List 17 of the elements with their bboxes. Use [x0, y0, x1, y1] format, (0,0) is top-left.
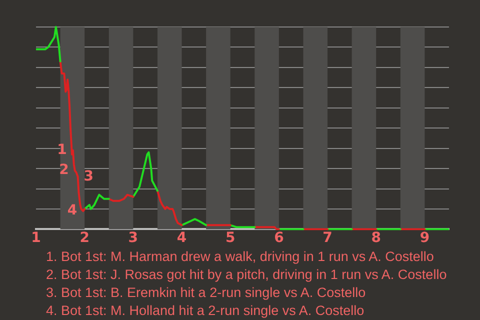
annotation: 2	[59, 162, 69, 178]
x-tick-label: 6	[274, 230, 284, 246]
x-tick-label: 3	[128, 230, 138, 246]
text: 3. Bot 1st: B. Eremkin hit a 2-run single vs A. Costello	[46, 284, 367, 302]
x-tick-label: 7	[322, 230, 332, 246]
text: 1. Bot 1st: M. Harman drew a walk, driving in 1 run vs A. Costello	[46, 248, 435, 266]
x-tick-label: 4	[176, 230, 187, 246]
annotation: 4	[67, 202, 78, 219]
text: 2. Bot 1st: J. Rosas got hit by a pitch, driving in 1 run vs A. Costello	[46, 266, 448, 284]
x-tick-label: 5	[225, 230, 236, 246]
annotation: 3	[84, 168, 94, 184]
text: 4. Bot 1st: M. Holland hit a 2-run single vs A. Costello	[46, 302, 366, 320]
annotation: 1	[57, 142, 67, 158]
x-tick-label: 8	[371, 230, 381, 246]
x-tick-label: 2	[80, 230, 90, 246]
x-tick-label: 1	[31, 230, 41, 246]
x-tick-label: 9	[420, 230, 430, 246]
